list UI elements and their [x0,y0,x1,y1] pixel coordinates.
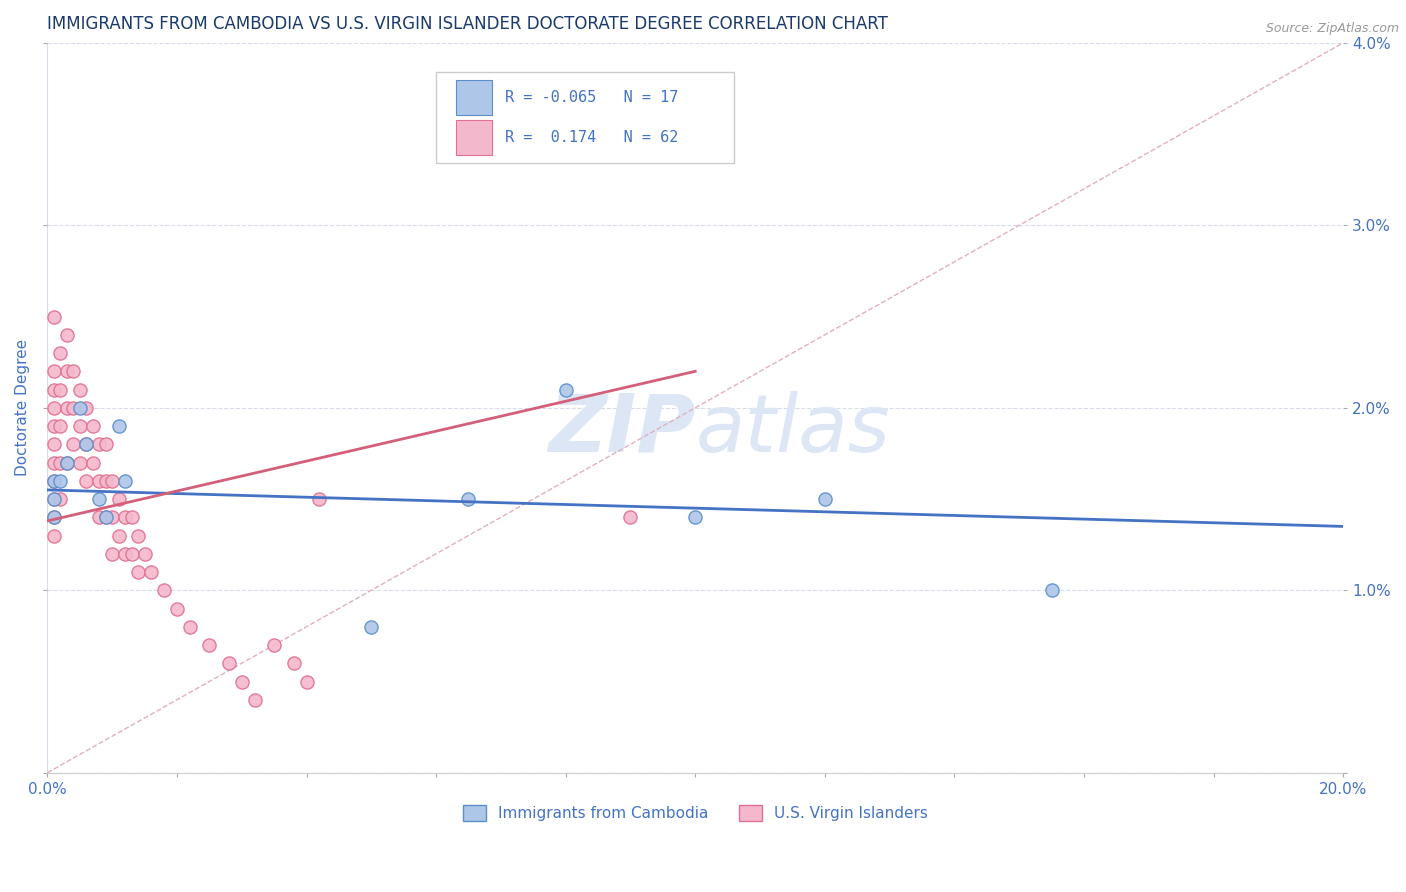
Point [94,510,117,524]
Point [89,437,111,451]
Point [49,346,72,360]
Point [89,491,111,506]
Point [101,510,124,524]
Point [42,491,65,506]
Point [107,419,129,434]
Point [42,383,65,397]
Point [114,474,136,488]
Point [56,456,79,470]
Point [166,601,188,615]
Point [75,437,97,451]
Y-axis label: Doctorate Degree: Doctorate Degree [15,339,30,476]
Point [42,528,65,542]
Point [89,474,111,488]
Text: IMMIGRANTS FROM CAMBODIA VS U.S. VIRGIN ISLANDER DOCTORATE DEGREE CORRELATION CH: IMMIGRANTS FROM CAMBODIA VS U.S. VIRGIN … [48,15,889,33]
Point [554,383,576,397]
Point [75,437,97,451]
Point [308,491,330,506]
Point [243,692,266,706]
Point [198,638,221,652]
Point [42,491,65,506]
Point [218,657,240,671]
Point [127,528,149,542]
Point [42,510,65,524]
Point [42,437,65,451]
Point [295,674,318,689]
Point [69,401,91,415]
Point [179,620,201,634]
Point [457,491,479,506]
Point [121,510,143,524]
Point [62,364,84,378]
Point [42,364,65,378]
Point [121,547,143,561]
Point [42,310,65,324]
Point [69,383,91,397]
Point [75,474,97,488]
Point [56,401,79,415]
Point [94,437,117,451]
Point [56,364,79,378]
Legend: Immigrants from Cambodia, U.S. Virgin Islanders: Immigrants from Cambodia, U.S. Virgin Is… [457,799,934,827]
Point [42,401,65,415]
Point [69,419,91,434]
Point [42,419,65,434]
Point [619,510,641,524]
Point [69,456,91,470]
Point [683,510,706,524]
Point [62,437,84,451]
Point [49,383,72,397]
Point [814,491,837,506]
Point [49,491,72,506]
Point [231,674,253,689]
Point [114,547,136,561]
Point [139,565,162,579]
Point [107,528,129,542]
Point [49,419,72,434]
Text: atlas: atlas [695,391,890,468]
Point [75,401,97,415]
Point [134,547,156,561]
Point [42,510,65,524]
Point [62,401,84,415]
Text: ZIP: ZIP [548,391,695,468]
Bar [456,120,492,155]
FancyBboxPatch shape [436,72,734,163]
Point [360,620,382,634]
Bar [456,80,492,115]
Point [283,657,305,671]
Point [114,510,136,524]
Point [1040,583,1063,598]
Point [153,583,176,598]
Point [101,474,124,488]
Point [49,474,72,488]
Point [127,565,149,579]
Point [42,474,65,488]
Point [94,510,117,524]
Point [94,474,117,488]
Point [82,419,104,434]
Point [82,456,104,470]
Point [107,491,129,506]
Point [101,547,124,561]
Text: R = -0.065   N = 17: R = -0.065 N = 17 [505,90,678,105]
Point [263,638,285,652]
Text: Source: ZipAtlas.com: Source: ZipAtlas.com [1265,22,1399,36]
Point [89,510,111,524]
Point [56,327,79,342]
Point [56,456,79,470]
Point [42,456,65,470]
Point [49,456,72,470]
Point [42,474,65,488]
Text: R =  0.174   N = 62: R = 0.174 N = 62 [505,130,678,145]
